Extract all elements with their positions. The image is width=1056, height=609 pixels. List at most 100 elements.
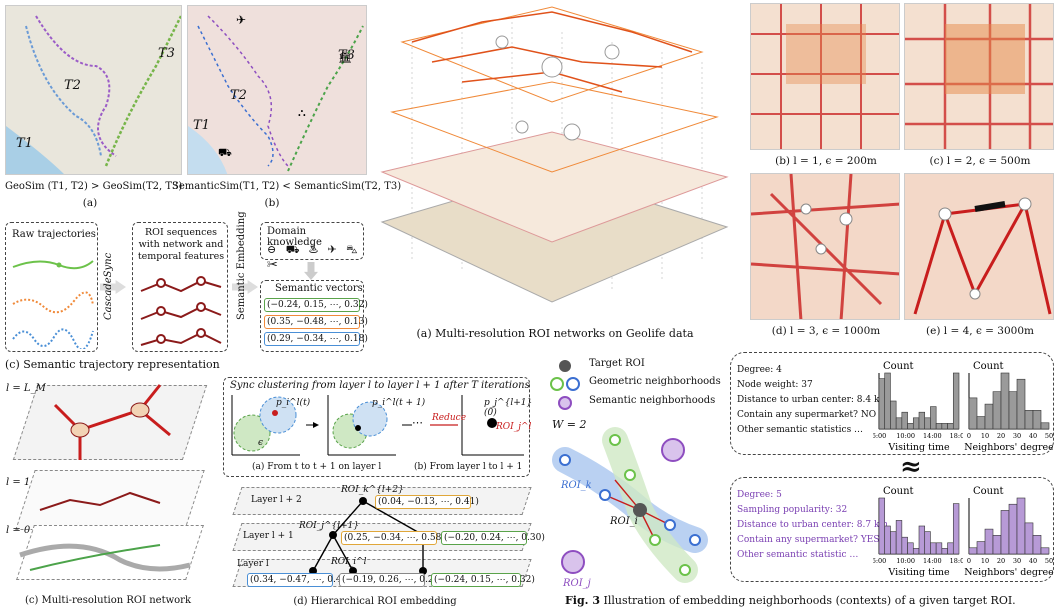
tick-label: 10:00 [896,557,915,565]
tick-label: 40 [1029,557,1037,565]
multires-caption: (c) Multi-resolution ROI network [24,595,192,606]
tick-label: 0 [967,432,971,440]
roi-j-label: ROI_j [563,578,591,589]
stat-bottom-1: Sampling popularity: 32 [737,505,848,515]
green-trajectory [12,260,94,270]
hist-bar [935,542,943,555]
layer-l-label: Layer l [237,559,269,569]
x-axis-label: Neighbors' degree [964,442,1053,453]
tick-label: 6:00 [873,432,886,440]
stats-box-top: Degree: 4 Node weight: 37 Distance to ur… [730,352,1054,455]
hist-bar [947,542,954,555]
blue-trajectory [12,328,94,349]
hist-bar [884,525,891,555]
t3-label: T3 [158,46,175,61]
plane-icon: ✈ [236,13,246,27]
hist-bar [976,416,986,430]
sync-svg [231,395,524,456]
sync-sub-a: (a) From t to t + 1 on layer l [252,462,382,472]
t1-label: T1 [193,118,210,133]
hist-bar [1040,547,1050,555]
vector-1: (−0.24, 0.15, ⋯, 0.32) [264,298,368,312]
cascade-label: CascadeSync [103,252,114,320]
layer-label-0: l = 0 [6,525,31,536]
roi-sequence-2 [140,305,222,320]
tick-label: 40 [1029,432,1037,440]
multi-resolution-network-figure [372,2,732,322]
reduce-label: Reduce [432,413,467,423]
map-caption-l2: (c) l = 2, ϵ = 500m [929,155,1031,167]
map-caption-l4: (e) l = 4, ϵ = 3000m [926,325,1034,337]
hist-bar [984,528,994,555]
hist-title: Count [973,486,1004,497]
tick-label: 6:00 [873,557,886,565]
hist-bar [976,541,986,555]
hist-bar [1016,378,1026,430]
hist-bar [968,397,978,430]
geosim-formula: GeoSim (T1, T2) > GeoSim(T2, T3) [5,181,183,192]
vec-bot-1: (0.34, −0.47, ⋯, 0.45) [247,573,351,587]
arrow-1 [100,280,126,294]
layer-label-lm: l = L_M [6,383,46,394]
hist-bar [918,525,926,555]
layer-3 [390,81,719,173]
t1-label: T1 [16,136,33,151]
hist-bar [901,536,908,555]
hist-visit-top: Count 6:00 10:00 14:00 18:00Visiting time [873,361,963,453]
roi-i-label: ROI_i [610,516,638,527]
label-a: (a) [82,197,98,209]
hist-bar [901,411,908,430]
network-caption: (a) Multi-resolution ROI networks on Geo… [416,327,694,340]
resolution-map-l4 [904,173,1054,320]
hist-bar [924,417,931,430]
arrow-2 [232,280,258,294]
hist-bar [984,403,994,430]
p-t-label: p_i^l(t) [276,398,311,408]
layer-label-1: l = 1 [6,477,31,488]
legend-geometric: Geometric neighborhoods [589,376,721,387]
x-axis-label: Visiting time [887,442,950,453]
fig3-legend: Target ROI Geometric neighborhoods Seman… [545,358,735,414]
water-area [188,126,228,174]
semantic-map: ✈ 🏛 ⛬ ⛟ T1 T2 T3 [187,5,367,175]
x-axis-label: Visiting time [887,567,950,578]
domain-knowledge-box: Domain knowledge ⊖ ⛟ ♨ ✈ ⛍ ✂ [260,222,364,271]
trajectory-t2 [35,15,117,157]
stat-bottom-3: Contain any supermarket? YES [737,535,880,545]
network-svg [380,6,729,303]
hist-bar [992,535,1002,555]
trajectory-t1 [25,25,102,157]
hist-bar [947,423,954,430]
hist-bar [952,503,960,555]
tick-label: 20 [997,432,1005,440]
epsilon-label: ϵ [258,438,264,448]
label-b: (b) [264,197,280,209]
hist-bar [890,531,897,555]
hist-bar [1016,497,1026,555]
vec-mid-1: (0.25, −0.34, ⋯, 0.58) [341,531,445,545]
hist-bar [992,391,1002,430]
geosim-map: T1 T2 T3 [5,5,182,175]
legend-semantic: Semantic neighborhoods [589,395,716,406]
stat-bottom-2: Distance to urban center: 8.7 km [737,520,888,530]
t2-label: T2 [230,88,247,103]
x-axis-label: Neighbors' degree [964,567,1053,578]
hist-bar [941,423,948,430]
map-caption-l3: (d) l = 3, ϵ = 1000m [771,325,881,337]
semantic-map-svg: ✈ 🏛 ⛬ ⛟ [188,13,364,174]
legend-symbols [550,360,580,410]
tick-label: 14:00 [923,432,942,440]
pipeline-caption: (c) Semantic trajectory representation [5,358,220,371]
resolution-map-l1 [750,3,900,150]
hist-bar [912,417,920,430]
hist-bar [895,417,903,430]
tick-label: 14:00 [923,557,942,565]
vec-top: (0.04, −0.13, ⋯, 0.41) [375,495,479,509]
approx-symbol: ≈ [900,452,922,482]
roi-sequence-3 [140,331,222,346]
stat-top-4: Other semantic statistics … [737,425,864,435]
semsim-formula: SemanticSim(T1, T2) < SemanticSim(T2, T3… [172,181,402,192]
raw-trajectories-box: Raw trajectories [5,222,98,352]
layer-2 [380,131,729,243]
layer-l2-label: Layer l + 2 [251,495,302,505]
